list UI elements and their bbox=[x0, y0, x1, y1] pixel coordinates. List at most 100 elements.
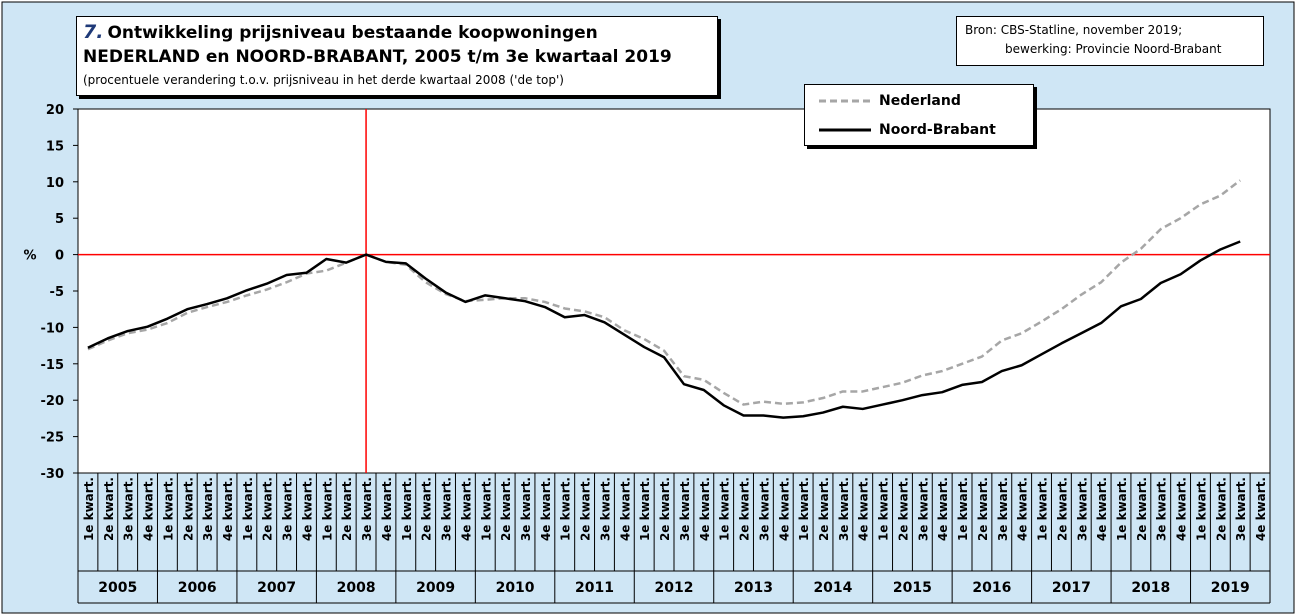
x-tick-label: 4e kwart. bbox=[1254, 477, 1268, 541]
x-tick-label: 4e kwart. bbox=[698, 477, 712, 541]
x-tick-label: 2e kwart. bbox=[102, 477, 116, 541]
x-tick-label: 4e kwart. bbox=[380, 477, 394, 541]
legend-item-noord-brabant: Noord-Brabant bbox=[805, 119, 1033, 141]
x-tick-label: 2e kwart. bbox=[738, 477, 752, 541]
x-tick-label: 4e kwart. bbox=[142, 477, 156, 541]
x-tick-label: 1e kwart. bbox=[718, 477, 732, 541]
year-label: 2018 bbox=[1131, 580, 1170, 596]
chart-number: 7. bbox=[83, 21, 104, 43]
year-label: 2015 bbox=[893, 580, 932, 596]
x-tick-label: 2e kwart. bbox=[1214, 477, 1228, 541]
x-tick-label: 3e kwart. bbox=[1234, 477, 1248, 541]
reference-lines bbox=[78, 109, 1270, 473]
x-axis-labels: 1e kwart. 2e kwart. 3e kwart. 4e kwart. 1e k… bbox=[82, 477, 1268, 596]
year-label: 2009 bbox=[416, 580, 455, 596]
x-tick-label: 2e kwart. bbox=[896, 477, 910, 541]
x-tick-label: 1e kwart. bbox=[241, 477, 255, 541]
year-label: 2006 bbox=[178, 580, 217, 596]
x-tick-label: 2e kwart. bbox=[181, 477, 195, 541]
y-tick-label: -25 bbox=[41, 431, 65, 446]
x-tick-label: 4e kwart. bbox=[1016, 477, 1030, 541]
x-tick-label: 4e kwart. bbox=[459, 477, 473, 541]
title-box: 7. Ontwikkeling prijsniveau bestaande koo… bbox=[76, 16, 718, 96]
x-tick-label: 2e kwart. bbox=[499, 477, 513, 541]
year-label: 2008 bbox=[337, 580, 376, 596]
x-tick-label: 3e kwart. bbox=[519, 477, 533, 541]
chart-title-line1: 7. Ontwikkeling prijsniveau bestaande koo… bbox=[83, 21, 598, 43]
x-tick-label: 4e kwart. bbox=[936, 477, 950, 541]
y-tick-label: 20 bbox=[46, 103, 64, 118]
y-tick-label: 10 bbox=[46, 176, 64, 191]
x-tick-label: 1e kwart. bbox=[877, 477, 891, 541]
x-tick-label: 1e kwart. bbox=[400, 477, 414, 541]
x-tick-label: 3e kwart. bbox=[837, 477, 851, 541]
source-line2: bewerking: Provincie Noord-Brabant bbox=[1005, 42, 1222, 56]
x-tick-label: 1e kwart. bbox=[1036, 477, 1050, 541]
series-lines bbox=[87, 179, 1241, 419]
legend-label-nederland: Nederland bbox=[879, 93, 961, 109]
x-tick-label: 3e kwart. bbox=[678, 477, 692, 541]
chart-subtitle: (procentuele verandering t.o.v. prijsniv… bbox=[83, 73, 564, 87]
x-tick-label: 4e kwart. bbox=[857, 477, 871, 541]
x-tick-label: 3e kwart. bbox=[440, 477, 454, 541]
y-tick-label: 0 bbox=[55, 249, 64, 264]
year-label: 2007 bbox=[257, 580, 296, 596]
year-label: 2013 bbox=[734, 580, 773, 596]
x-tick-label: 1e kwart. bbox=[479, 477, 493, 541]
x-tick-label: 1e kwart. bbox=[82, 477, 96, 541]
x-tick-label: 3e kwart. bbox=[201, 477, 215, 541]
x-tick-label: 2e kwart. bbox=[817, 477, 831, 541]
x-tick-label: 3e kwart. bbox=[996, 477, 1010, 541]
x-tick-label: 2e kwart. bbox=[658, 477, 672, 541]
x-tick-label: 4e kwart. bbox=[777, 477, 791, 541]
x-tick-label: 3e kwart. bbox=[916, 477, 930, 541]
legend-swatch-noord-brabant bbox=[819, 128, 871, 132]
y-tick-label: -20 bbox=[41, 394, 65, 409]
x-tick-label: 3e kwart. bbox=[122, 477, 136, 541]
x-tick-label: 2e kwart. bbox=[340, 477, 354, 541]
y-tick-label: -30 bbox=[41, 467, 65, 482]
x-tick-label: 1e kwart. bbox=[638, 477, 652, 541]
y-tick-label: -10 bbox=[41, 321, 65, 336]
x-tick-label: 1e kwart. bbox=[797, 477, 811, 541]
x-tick-label: 4e kwart. bbox=[618, 477, 632, 541]
y-tick-label: -15 bbox=[41, 358, 65, 373]
y-tick-label: -5 bbox=[50, 285, 64, 300]
x-tick-label: 2e kwart. bbox=[420, 477, 434, 541]
x-tick-label: 1e kwart. bbox=[956, 477, 970, 541]
x-tick-label: 3e kwart. bbox=[281, 477, 295, 541]
x-tick-label: 4e kwart. bbox=[1175, 477, 1189, 541]
year-label: 2010 bbox=[496, 580, 535, 596]
year-label: 2014 bbox=[813, 580, 852, 596]
x-tick-label: 3e kwart. bbox=[598, 477, 612, 541]
x-tick-label: 2e kwart. bbox=[1135, 477, 1149, 541]
y-axis-label: % bbox=[23, 249, 36, 264]
year-label: 2005 bbox=[98, 580, 137, 596]
x-tick-label: 2e kwart. bbox=[976, 477, 990, 541]
x-tick-label: 3e kwart. bbox=[757, 477, 771, 541]
x-tick-label: 1e kwart. bbox=[559, 477, 573, 541]
legend-item-nederland: Nederland bbox=[805, 90, 1033, 112]
x-tick-label: 2e kwart. bbox=[579, 477, 593, 541]
source-box: Bron: CBS-Statline, november 2019; bewer… bbox=[956, 16, 1264, 66]
chart-title: Ontwikkeling prijsniveau bestaande koopw… bbox=[107, 23, 598, 43]
x-tick-label: 3e kwart. bbox=[1075, 477, 1089, 541]
year-label: 2019 bbox=[1211, 580, 1250, 596]
y-tick-label: 15 bbox=[46, 139, 64, 154]
plot-area bbox=[77, 108, 1271, 474]
x-tick-label: 1e kwart. bbox=[320, 477, 334, 541]
legend-label-noord-brabant: Noord-Brabant bbox=[879, 122, 996, 138]
legend-swatch-nederland bbox=[819, 99, 871, 103]
series-line-noord-brabant bbox=[87, 240, 1241, 419]
x-tick-label: 4e kwart. bbox=[539, 477, 553, 541]
legend: Nederland Noord-Brabant bbox=[804, 84, 1034, 146]
chart-title-line2: NEDERLAND en NOORD-BRABANT, 2005 t/m 3e … bbox=[83, 47, 672, 67]
source-line1: Bron: CBS-Statline, november 2019; bbox=[965, 23, 1183, 37]
x-tick-label: 3e kwart. bbox=[360, 477, 374, 541]
x-tick-label: 1e kwart. bbox=[1115, 477, 1129, 541]
year-label: 2011 bbox=[575, 580, 614, 596]
year-label: 2017 bbox=[1052, 580, 1091, 596]
x-tick-label: 1e kwart. bbox=[161, 477, 175, 541]
